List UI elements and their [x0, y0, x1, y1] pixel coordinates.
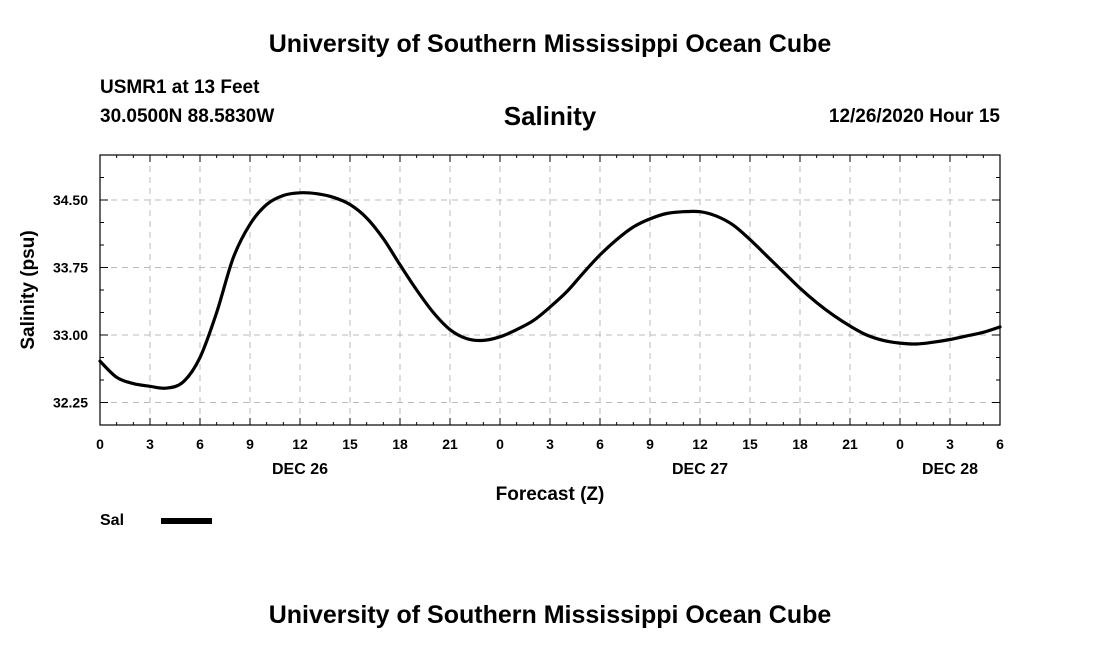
x-tick-label: 15 [742, 436, 758, 452]
x-tick-label: 21 [442, 436, 458, 452]
y-tick-label: 33.00 [53, 327, 88, 343]
x-tick-label: 3 [946, 436, 954, 452]
axis-labels: 0 3 6 9 12 15 18 21 0 3 6 9 12 15 18 21 0 3 6 DEC 26 DEC 27 D… [53, 192, 1004, 478]
x-tick-label: 6 [996, 436, 1004, 452]
y-tick-label: 33.75 [53, 260, 88, 276]
x-day-label: DEC 28 [922, 461, 978, 478]
chart-main-title: University of Southern Mississippi Ocean… [268, 30, 832, 58]
x-tick-label: 3 [546, 436, 554, 452]
x-tick-label: 6 [596, 436, 604, 452]
x-tick-label: 18 [792, 436, 808, 452]
x-tick-label: 0 [496, 436, 504, 452]
x-tick-label: 12 [692, 436, 708, 452]
x-tick-label: 0 [96, 436, 104, 452]
variable-title: Salinity [503, 101, 597, 131]
x-tick-label: 6 [196, 436, 204, 452]
station-coordinates: 30.0500N 88.5830W [100, 106, 275, 127]
x-axis-title: Forecast (Z) [496, 484, 605, 505]
series-line-sal [98, 191, 1002, 390]
x-tick-label: 12 [292, 436, 308, 452]
y-axis-title: Salinity (psu) [18, 230, 39, 349]
x-tick-label: 15 [342, 436, 358, 452]
y-tick-label: 32.25 [53, 395, 88, 411]
grid-lines [100, 155, 1000, 425]
x-tick-label: 21 [842, 436, 858, 452]
station-name: USMR1 at 13 Feet [100, 77, 260, 98]
x-tick-label: 9 [246, 436, 254, 452]
y-tick-label: 34.50 [53, 192, 88, 208]
x-day-label: DEC 26 [272, 461, 328, 478]
forecast-time: 12/26/2020 Hour 15 [828, 106, 1000, 127]
series-layer [98, 191, 1002, 390]
footer-title: University of Southern Mississippi Ocean… [268, 601, 832, 629]
x-tick-label: 0 [896, 436, 904, 452]
x-tick-label: 18 [392, 436, 408, 452]
x-tick-label: 9 [646, 436, 654, 452]
legend-label: Sal [100, 512, 124, 529]
axis-ticks [99, 154, 1001, 426]
x-tick-label: 3 [146, 436, 154, 452]
x-day-label: DEC 27 [672, 461, 728, 478]
